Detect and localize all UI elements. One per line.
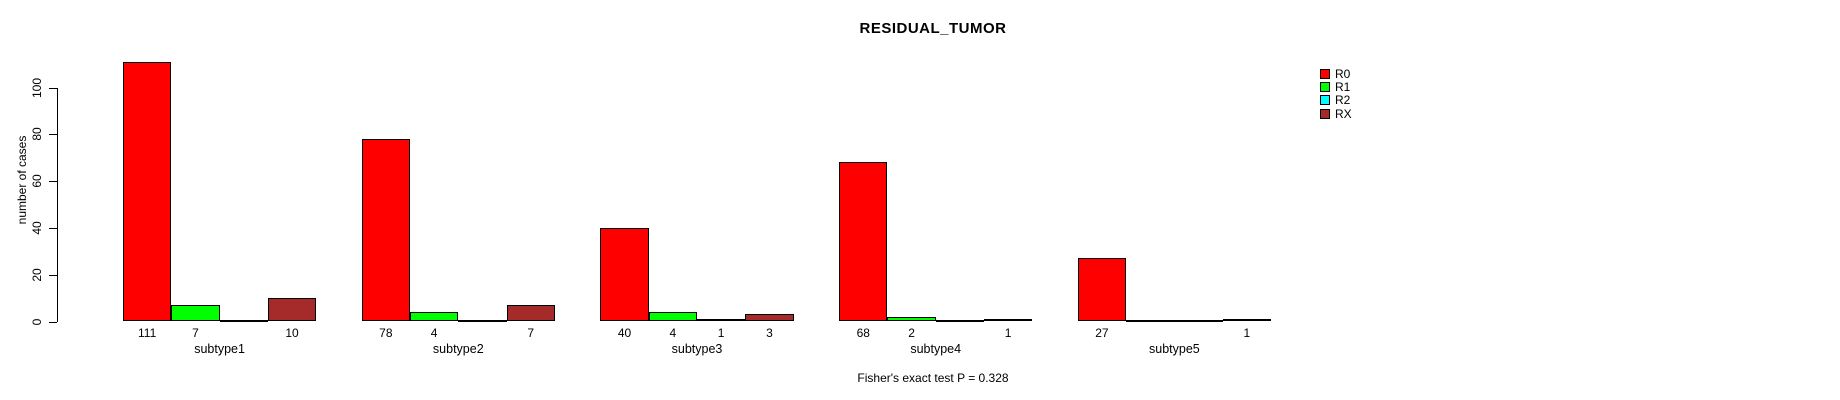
- legend-item-rx: RX: [1320, 108, 1352, 120]
- bar-r1-subtype4: [887, 316, 936, 322]
- legend-item-r2: R2: [1320, 94, 1350, 106]
- bar-zero-r2-subtype4: [935, 320, 984, 322]
- bar-r2-subtype3: [697, 319, 746, 322]
- bar-zero-r2-subtype2: [458, 320, 507, 322]
- bar-r1-subtype2: [410, 312, 459, 322]
- x-axis-category-label: subtype1: [194, 342, 245, 356]
- bar-count-label: 1: [717, 326, 725, 340]
- y-axis-tick: [48, 87, 57, 89]
- x-axis-category-label: subtype4: [910, 342, 962, 356]
- bar-count-label: 4: [430, 326, 438, 340]
- bar-rx-subtype1: [267, 298, 317, 322]
- y-axis-line: [56, 87, 58, 322]
- legend-swatch-r1: [1320, 82, 1330, 93]
- bar-count-label: 3: [766, 326, 773, 340]
- y-axis-tick-label: 0: [30, 318, 44, 325]
- bar-rx-subtype4: [984, 319, 1033, 322]
- y-axis-tick: [48, 321, 57, 323]
- y-axis-tick-label: 60: [30, 174, 44, 188]
- y-axis-tick-label: 80: [30, 127, 44, 141]
- bar-count-label: 4: [669, 326, 677, 340]
- bar-r0-subtype3: [600, 227, 649, 322]
- bar-r1-subtype3: [648, 312, 697, 322]
- bar-r0-subtype5: [1077, 258, 1127, 322]
- legend-label: R2: [1335, 93, 1351, 108]
- bar-zero-r1-subtype5: [1126, 320, 1175, 322]
- x-axis-category-label: subtype3: [671, 342, 723, 356]
- bar-rx-subtype5: [1222, 319, 1271, 322]
- bar-count-label: 2: [908, 326, 915, 340]
- legend-item-r0: R0: [1320, 68, 1350, 80]
- bar-count-label: 7: [192, 326, 199, 340]
- bar-zero-r2-subtype1: [219, 320, 268, 322]
- bar-r0-subtype2: [361, 138, 410, 322]
- bar-rx-subtype3: [745, 314, 794, 322]
- bar-count-label: 27: [1095, 326, 1109, 340]
- y-axis-tick: [48, 134, 57, 136]
- y-axis-tick-label: 20: [30, 268, 44, 282]
- bar-count-label: 1: [1004, 326, 1012, 340]
- legend-label: R0: [1335, 67, 1351, 81]
- bar-rx-subtype2: [506, 305, 555, 322]
- bar-r0-subtype1: [123, 61, 172, 322]
- legend-label: R1: [1335, 80, 1351, 95]
- bar-count-label: 40: [617, 326, 632, 340]
- bar-count-label: 68: [856, 326, 870, 340]
- bar-count-label: 1: [1243, 326, 1251, 340]
- x-axis-category-label: subtype2: [432, 342, 484, 356]
- bar-count-label: 7: [527, 326, 535, 340]
- y-axis-tick-label: 100: [30, 77, 44, 98]
- bar-r1-subtype1: [171, 305, 220, 322]
- bar-r0-subtype4: [839, 162, 888, 322]
- bar-zero-r2-subtype5: [1174, 320, 1223, 322]
- bar-count-label: 10: [285, 326, 299, 340]
- legend-swatch-r2: [1320, 95, 1330, 106]
- legend-item-r1: R1: [1320, 81, 1350, 93]
- legend-swatch-rx: [1320, 108, 1330, 119]
- annotation-fisher-test: Fisher's exact test P = 0.328: [857, 371, 1009, 385]
- legend-swatch-r0: [1320, 69, 1330, 79]
- y-axis-tick: [48, 274, 57, 276]
- legend-label: RX: [1335, 106, 1352, 121]
- y-axis-tick: [48, 227, 57, 230]
- bar-count-label: 78: [379, 326, 393, 340]
- y-axis-tick: [48, 181, 57, 183]
- x-axis-category-label: subtype5: [1149, 342, 1200, 356]
- chart-title: RESIDUAL_TUMOR: [859, 20, 1007, 37]
- bar-count-label: 111: [138, 326, 157, 340]
- y-axis-tick-label: 40: [30, 221, 44, 235]
